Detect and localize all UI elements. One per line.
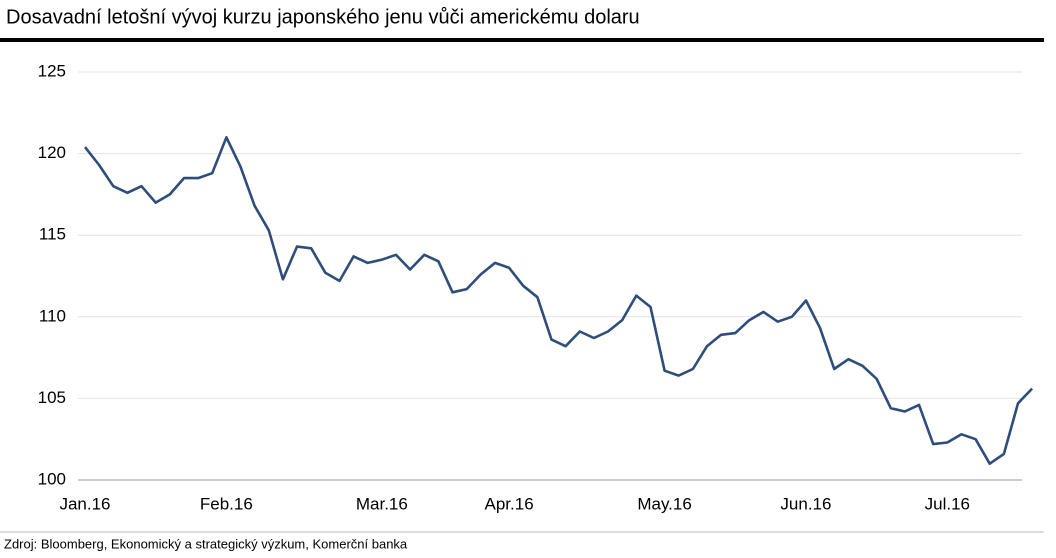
y-tick-label: 105 [38,388,66,407]
y-tick-label: 110 [39,306,66,325]
y-tick-label: 115 [39,225,66,244]
y-tick-label: 125 [38,61,66,80]
x-tick-label: Jun.16 [780,494,831,513]
title-rule [0,38,1044,42]
x-tick-label: Feb.16 [200,494,253,513]
x-tick-label: May.16 [637,494,692,513]
x-tick-label: Jul.16 [925,494,970,513]
series-line [83,136,1034,465]
y-tick-label: 100 [38,469,66,488]
x-tick-label: Mar.16 [356,494,408,513]
y-tick-label: 120 [38,143,66,162]
x-tick-label: Apr.16 [485,494,534,513]
x-tick-label: Jan.16 [59,494,110,513]
chart-title: Dosavadní letošní vývoj kurzu japonského… [6,6,640,28]
source-note: Zdroj: Bloomberg, Ekonomický a strategic… [4,536,408,551]
